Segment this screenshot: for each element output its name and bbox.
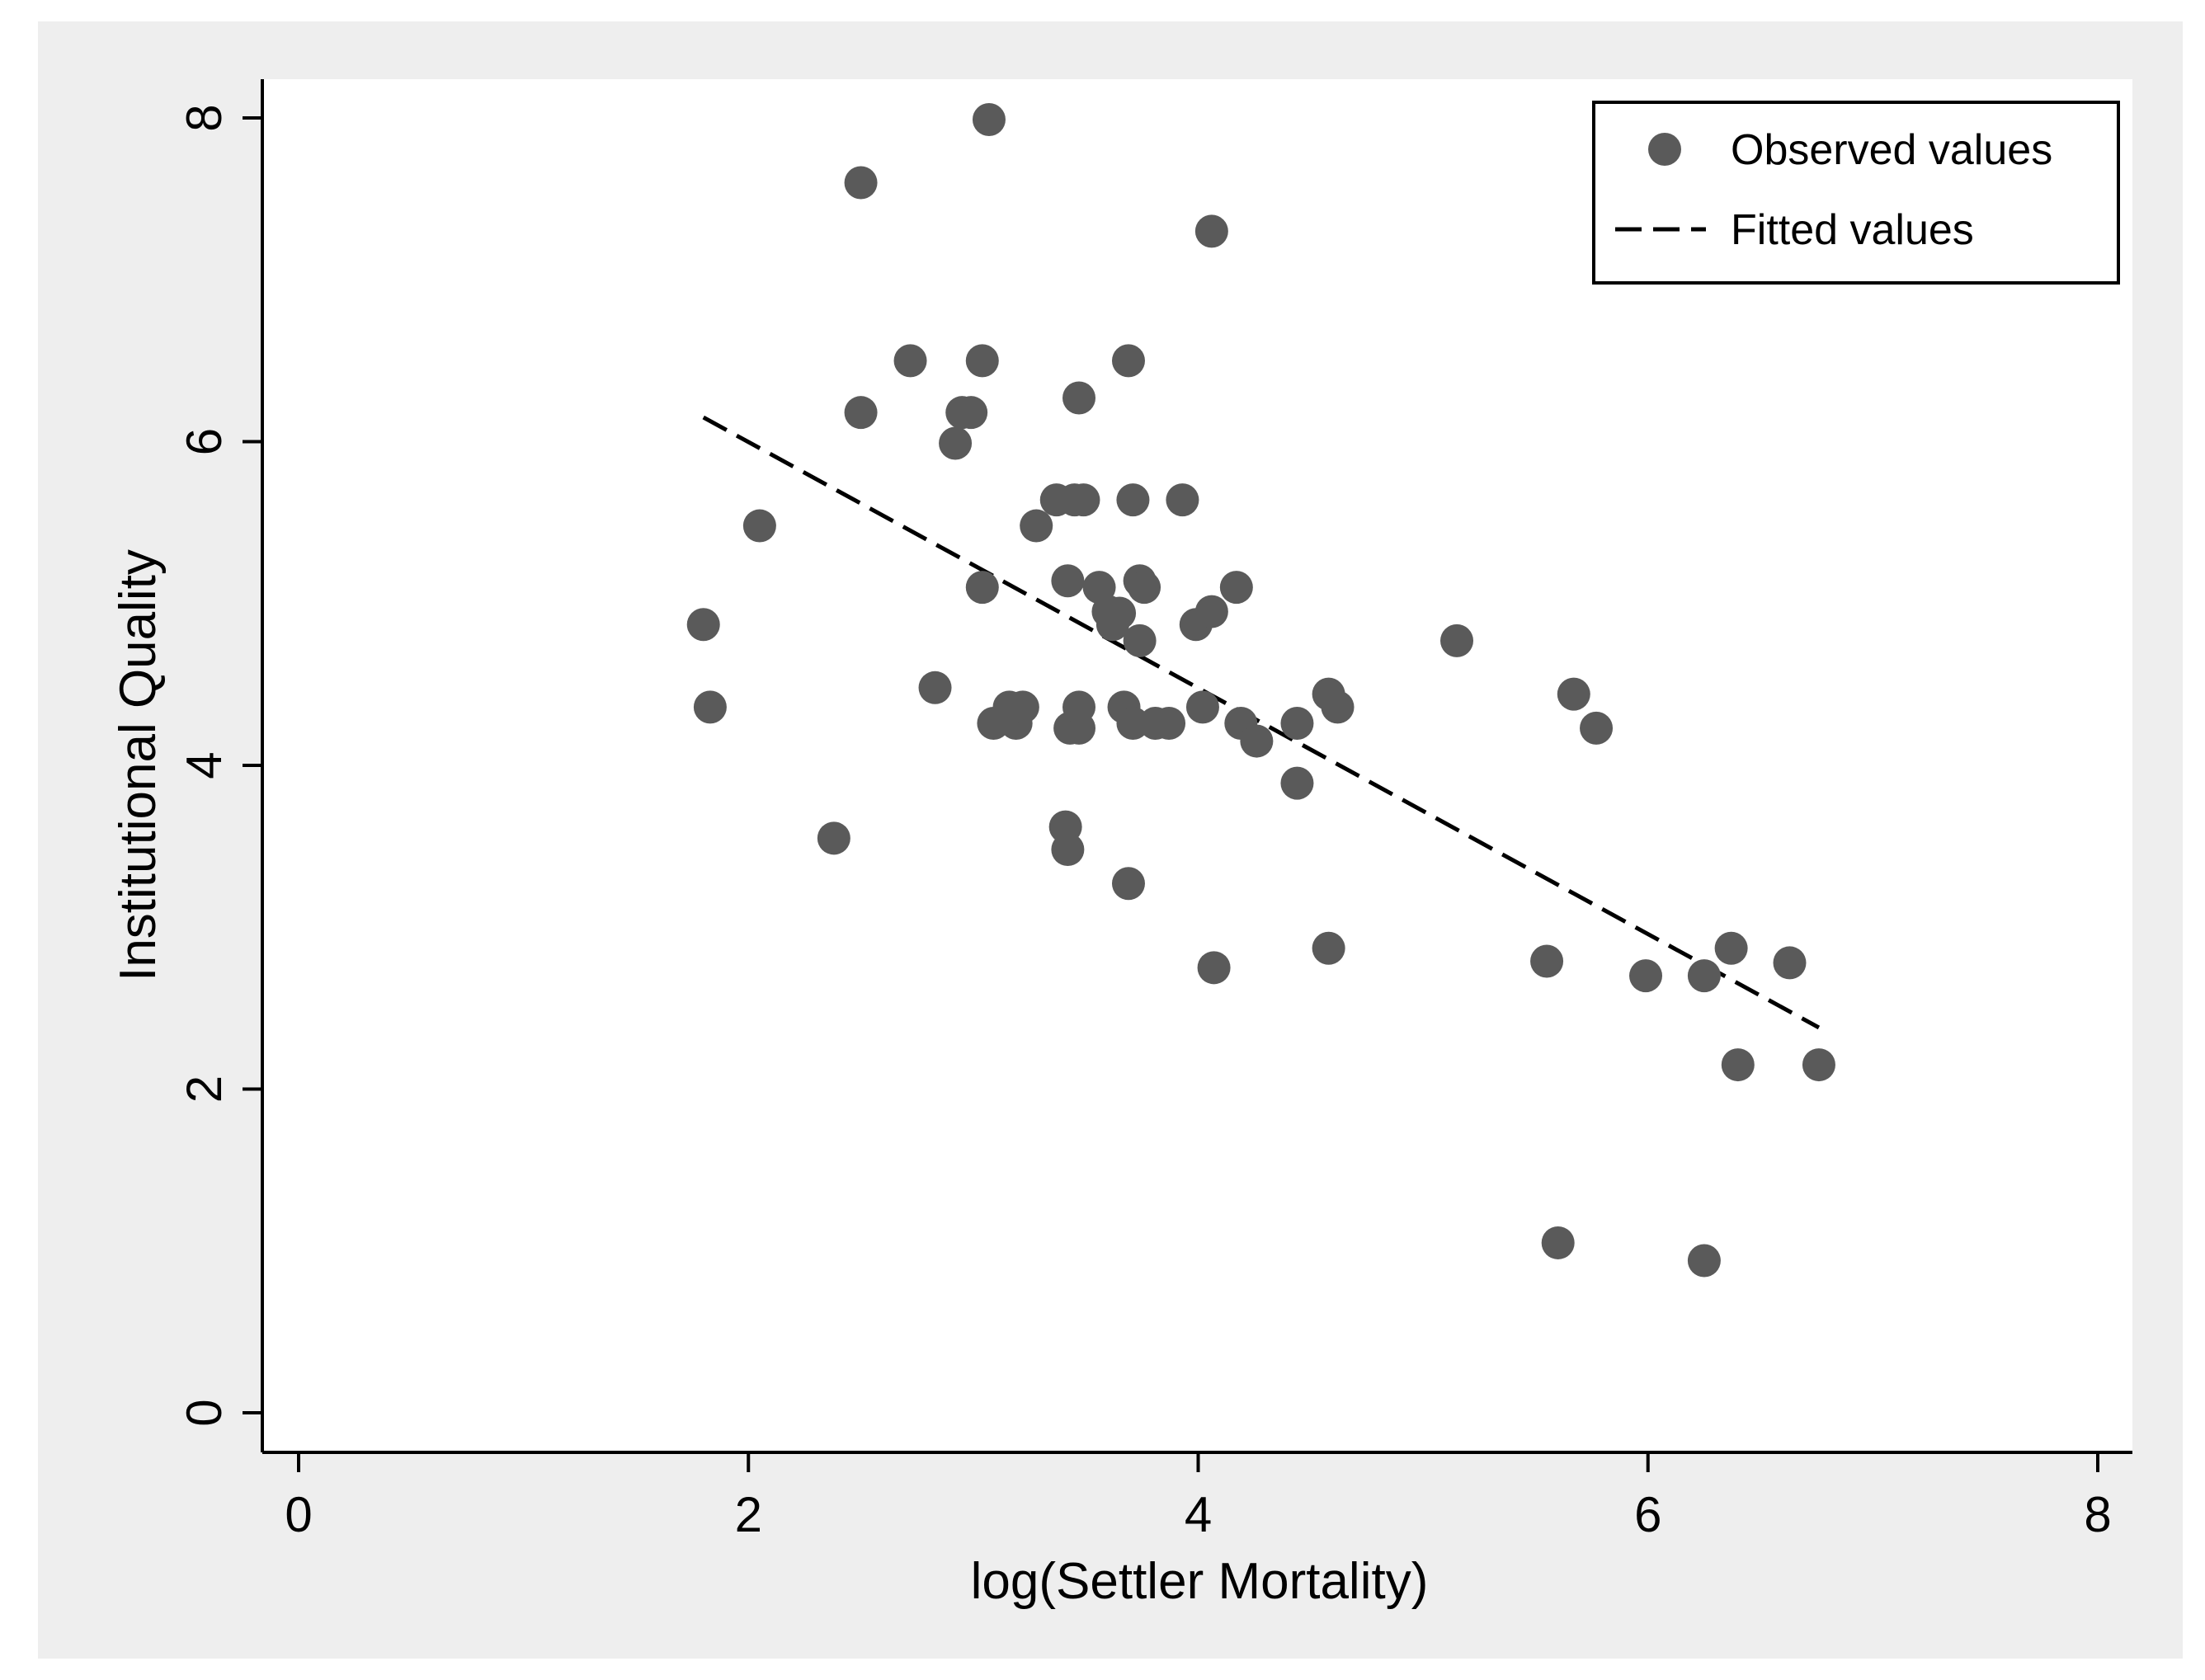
data-point — [1557, 677, 1590, 711]
legend-label-fitted: Fitted values — [1731, 206, 1974, 254]
data-point — [1440, 624, 1474, 657]
data-point — [844, 166, 878, 200]
data-point — [1062, 381, 1096, 415]
data-point — [1128, 571, 1161, 605]
data-point — [1103, 596, 1137, 630]
data-point — [742, 509, 776, 543]
data-point — [1687, 959, 1721, 993]
data-point — [965, 344, 999, 378]
plot-area — [264, 79, 2132, 1452]
data-point — [893, 344, 927, 378]
data-point — [1240, 724, 1274, 758]
data-point — [1006, 690, 1039, 724]
data-point — [1541, 1226, 1575, 1259]
data-point — [1321, 690, 1355, 724]
x-tick-label: 4 — [1185, 1487, 1212, 1542]
legend-label-observed: Observed values — [1731, 126, 2052, 174]
legend: Observed values Fitted values — [1592, 101, 2120, 285]
data-point — [1166, 483, 1199, 517]
fitted-values-series — [702, 415, 1821, 1030]
data-point — [1194, 595, 1228, 628]
y-tick-label: 6 — [177, 428, 232, 455]
y-tick-label: 8 — [177, 104, 232, 131]
x-tick-label: 8 — [2084, 1487, 2111, 1542]
data-point — [1111, 344, 1145, 378]
data-point — [1802, 1048, 1835, 1082]
data-point — [972, 102, 1006, 136]
legend-box — [1592, 101, 2120, 285]
x-tick-label: 6 — [1634, 1487, 1661, 1542]
data-point — [1111, 867, 1145, 901]
x-tick-label: 2 — [735, 1487, 762, 1542]
data-point — [1530, 944, 1564, 978]
y-axis-title: Institutional Quality — [110, 549, 167, 981]
data-point — [918, 671, 952, 704]
x-axis-title: log(Settler Mortality) — [971, 1553, 1429, 1610]
data-point — [1197, 951, 1231, 985]
data-point — [1185, 690, 1219, 724]
data-point — [1194, 214, 1228, 248]
data-point — [1580, 711, 1614, 745]
data-point — [1629, 959, 1663, 993]
data-point — [1773, 946, 1807, 980]
data-point — [1020, 509, 1053, 543]
data-point — [1123, 624, 1157, 657]
data-point — [954, 396, 988, 430]
data-point — [1219, 571, 1253, 605]
y-tick-label: 4 — [177, 751, 232, 779]
data-point — [1051, 564, 1085, 598]
x-tick-label: 0 — [285, 1487, 312, 1542]
y-tick-label: 2 — [177, 1075, 232, 1103]
data-point — [686, 608, 720, 642]
data-point — [844, 396, 878, 430]
fitted-line — [702, 415, 1821, 1030]
data-point — [939, 426, 973, 460]
data-point — [1051, 833, 1085, 867]
data-point — [693, 690, 727, 724]
data-point — [1312, 931, 1345, 965]
data-point — [1714, 931, 1748, 965]
data-point — [817, 821, 850, 855]
data-point — [1721, 1048, 1755, 1082]
data-point — [1280, 706, 1314, 740]
observed-values-series — [686, 102, 1835, 1278]
data-point — [1062, 690, 1096, 724]
x-axis-ticks: 0 2 4 6 8 — [285, 1452, 2112, 1542]
y-tick-label: 0 — [177, 1399, 232, 1426]
data-point — [1280, 766, 1314, 800]
data-point — [965, 571, 999, 605]
y-axis-ticks: 0 2 4 6 8 — [177, 104, 262, 1427]
data-point — [1116, 483, 1150, 517]
data-point — [1687, 1244, 1721, 1278]
data-point — [1067, 483, 1100, 517]
legend-marker-observed — [1648, 133, 1681, 166]
data-point — [1152, 706, 1186, 740]
